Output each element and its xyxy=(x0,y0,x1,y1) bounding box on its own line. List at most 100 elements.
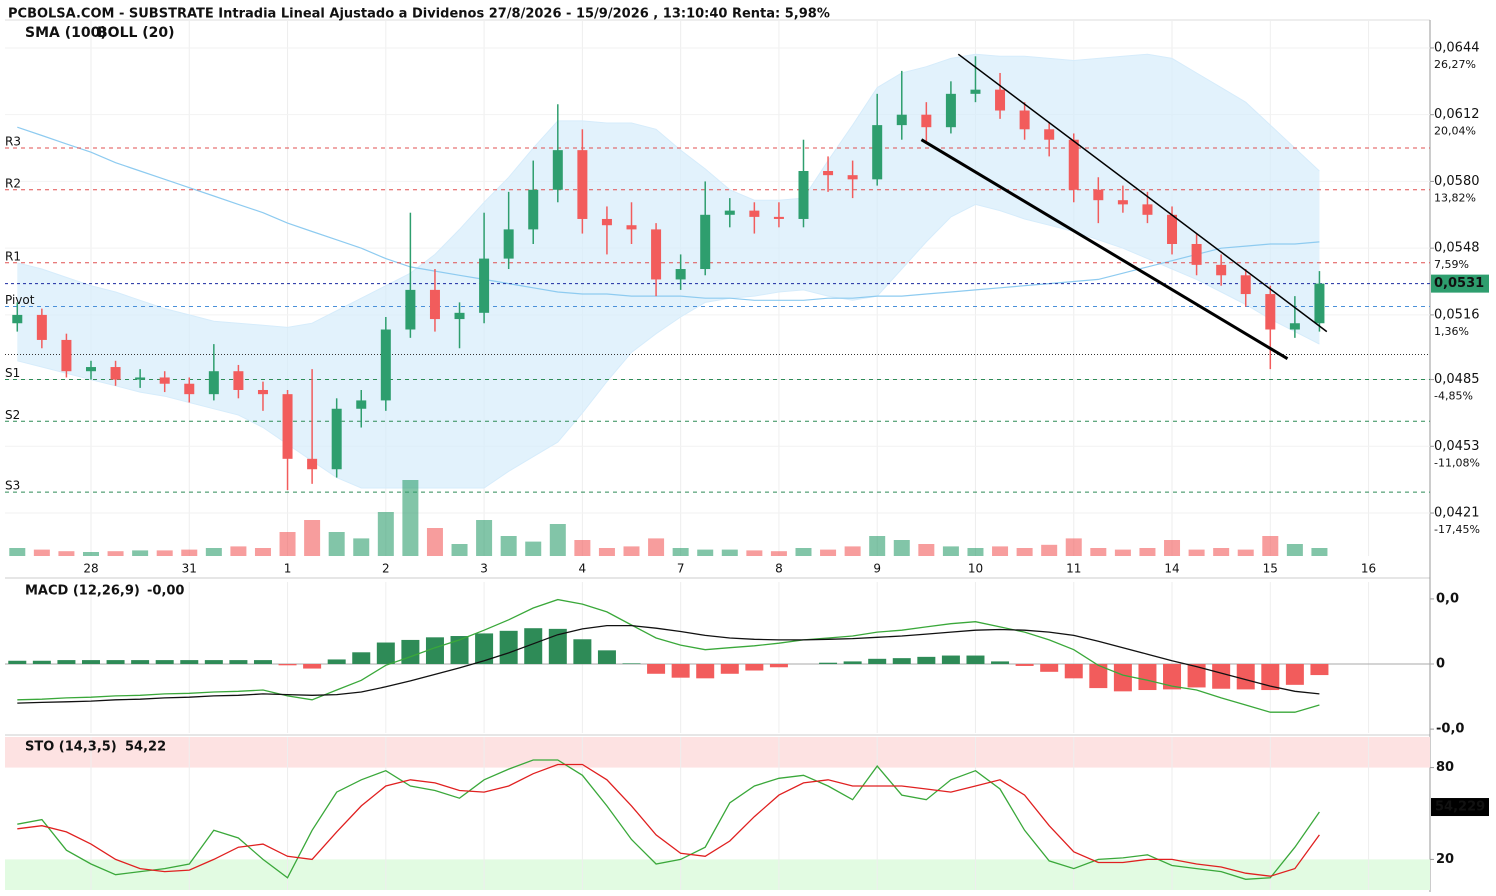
candle-body xyxy=(36,314,47,340)
volume-bar xyxy=(230,546,247,556)
macd-histogram-bar xyxy=(966,655,985,665)
macd-histogram-bar xyxy=(720,664,739,674)
macd-histogram-bar xyxy=(8,660,27,665)
volume-bar xyxy=(451,544,468,556)
volume-bar xyxy=(672,548,689,556)
candle-body xyxy=(331,408,342,470)
candle-body xyxy=(110,367,121,380)
y-tick-label: 80 xyxy=(1436,760,1454,775)
candle-body xyxy=(700,214,711,270)
macd-histogram-bar xyxy=(475,633,494,665)
volume-bar xyxy=(697,549,714,556)
level-label: R2 xyxy=(5,176,21,190)
level-label: S2 xyxy=(5,408,20,422)
macd-histogram-bar xyxy=(278,664,297,666)
macd-histogram-bar xyxy=(1040,664,1059,672)
y-tick-change: -11,08% xyxy=(1434,456,1480,469)
x-tick-label: 15 xyxy=(1263,562,1278,576)
volume-bar xyxy=(353,538,370,556)
volume-bar xyxy=(82,552,99,556)
volume-bar xyxy=(107,551,124,556)
bollinger-upper xyxy=(17,53,1320,328)
macd-histogram-bar xyxy=(1163,664,1182,690)
macd-histogram-bar xyxy=(131,660,150,665)
macd-histogram-bar xyxy=(1089,664,1108,689)
volume-bar xyxy=(1237,549,1254,556)
x-tick-label: 11 xyxy=(1066,562,1081,576)
macd-histogram-bar xyxy=(868,658,887,665)
macd-histogram-bar xyxy=(57,660,76,665)
candle-body xyxy=(429,289,440,320)
macd-histogram-bar xyxy=(303,664,322,669)
macd-histogram-bar xyxy=(1113,664,1132,692)
macd-histogram-bar xyxy=(991,661,1010,665)
candle-body xyxy=(1167,214,1178,244)
macd-histogram-bar xyxy=(32,660,51,665)
candle-body xyxy=(1117,200,1128,205)
macd-histogram-bar xyxy=(352,652,371,665)
macd-histogram-bar xyxy=(229,660,248,665)
candle-body xyxy=(356,400,367,409)
candle-body xyxy=(282,394,293,459)
y-tick-change: 26,27% xyxy=(1434,58,1476,71)
candle-body xyxy=(454,312,465,320)
y-tick-label: 0,0548 xyxy=(1434,241,1480,256)
candle-body xyxy=(847,175,858,180)
candle-body xyxy=(1265,294,1276,330)
level-label: S1 xyxy=(5,366,20,380)
x-tick-label: 9 xyxy=(873,562,881,576)
candle-body xyxy=(159,377,170,384)
macd-histogram-bar xyxy=(81,660,100,665)
macd-histogram-bar xyxy=(573,639,592,665)
macd-histogram-bar xyxy=(376,642,395,665)
candle-body xyxy=(675,269,686,280)
x-tick-label: 8 xyxy=(775,562,783,576)
y-tick-label: 0,0644 xyxy=(1434,40,1480,55)
macd-histogram-bar xyxy=(450,636,469,665)
candle-body xyxy=(1142,204,1153,215)
candle-body xyxy=(552,150,563,190)
macd-line xyxy=(17,624,1320,704)
y-tick-label: 0,0 xyxy=(1436,591,1459,606)
x-tick-label: 28 xyxy=(83,562,98,576)
candle-body xyxy=(85,367,96,372)
macd-histogram-bar xyxy=(1310,664,1329,676)
volume-bar xyxy=(1090,548,1107,556)
candle-body xyxy=(872,125,883,180)
macd-histogram-bar xyxy=(327,659,346,665)
macd-histogram-bar xyxy=(425,637,444,665)
volume-bar xyxy=(132,550,149,556)
y-tick-label: 0,0516 xyxy=(1434,307,1480,322)
macd-histogram-bar xyxy=(1064,664,1083,679)
level-label: Pivot xyxy=(5,293,35,307)
macd-histogram-bar xyxy=(892,658,911,665)
candle-body xyxy=(405,289,416,330)
candle-body xyxy=(577,150,588,219)
macd-histogram-bar xyxy=(253,660,272,665)
x-tick-label: 4 xyxy=(579,562,587,576)
y-tick-label: 0,0453 xyxy=(1434,439,1480,454)
candle-body xyxy=(1240,275,1251,295)
candle-body xyxy=(479,258,490,313)
candle-body xyxy=(1314,283,1325,324)
y-tick-change: 13,82% xyxy=(1434,191,1476,204)
bollinger-lower xyxy=(17,203,1320,489)
volume-bar xyxy=(1041,544,1058,556)
y-tick-change: 7,59% xyxy=(1434,258,1469,271)
candle-body xyxy=(1093,189,1104,201)
candle-body xyxy=(307,458,318,470)
volume-bar xyxy=(402,480,419,556)
volume-bar xyxy=(1139,548,1156,556)
macd-histogram-bar xyxy=(941,655,960,665)
last-price-tag xyxy=(1431,274,1489,293)
volume-bar xyxy=(33,549,50,556)
candle-body xyxy=(528,189,539,230)
panel-title: STO (14,3,5) xyxy=(25,740,117,755)
current-tag xyxy=(1431,798,1489,817)
y-tick-label: 20 xyxy=(1436,852,1454,867)
volume-bar xyxy=(820,549,837,556)
x-tick-label: 1 xyxy=(284,562,292,576)
volume-bar xyxy=(181,549,198,556)
panel-value: -0,00 xyxy=(147,584,184,599)
volume-bar xyxy=(58,551,75,556)
